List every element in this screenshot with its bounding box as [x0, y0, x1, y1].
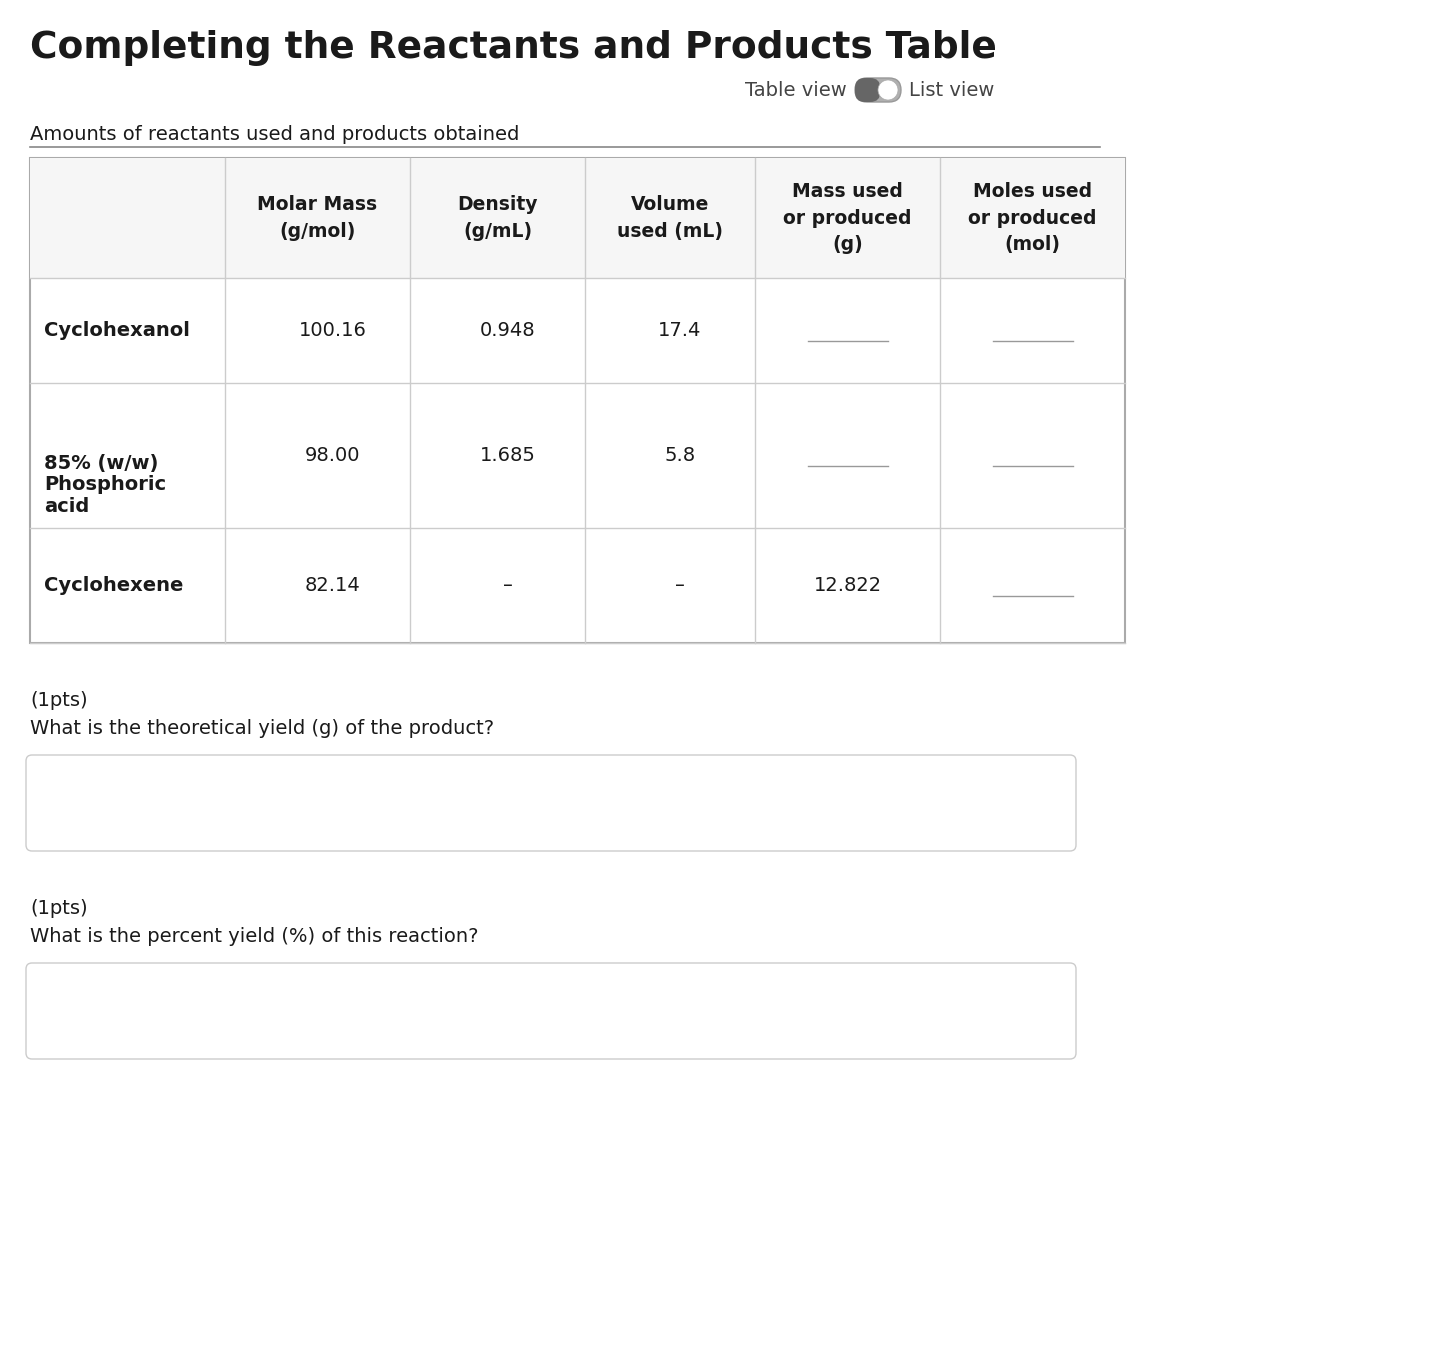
Circle shape: [878, 79, 898, 100]
Text: Table view: Table view: [745, 81, 846, 100]
Text: Phosphoric: Phosphoric: [44, 476, 166, 494]
Text: Molar Mass
(g/mol): Molar Mass (g/mol): [258, 196, 378, 241]
Text: Cyclohexene: Cyclohexene: [44, 576, 183, 595]
Text: Completing the Reactants and Products Table: Completing the Reactants and Products Ta…: [30, 30, 997, 66]
Text: 98.00: 98.00: [305, 446, 361, 465]
Text: 100.16: 100.16: [298, 321, 367, 341]
Text: 12.822: 12.822: [813, 576, 882, 595]
Text: (1pts): (1pts): [30, 691, 87, 710]
Text: 85% (w/w): 85% (w/w): [44, 454, 159, 473]
Text: –: –: [674, 576, 684, 595]
Text: What is the theoretical yield (g) of the product?: What is the theoretical yield (g) of the…: [30, 720, 494, 737]
Text: –: –: [503, 576, 513, 595]
Text: acid: acid: [44, 497, 89, 516]
Text: List view: List view: [909, 81, 994, 100]
Text: (1pts): (1pts): [30, 899, 87, 918]
Text: 82.14: 82.14: [305, 576, 361, 595]
Text: 17.4: 17.4: [659, 321, 702, 341]
Bar: [30, 157, 1126, 278]
Text: 0.948: 0.948: [480, 321, 536, 341]
Text: Mass used
or produced
(g): Mass used or produced (g): [783, 182, 912, 254]
Text: Moles used
or produced
(mol): Moles used or produced (mol): [968, 182, 1097, 254]
Text: Volume
used (mL): Volume used (mL): [617, 196, 723, 241]
Text: Cyclohexanol: Cyclohexanol: [44, 321, 190, 341]
FancyBboxPatch shape: [855, 78, 881, 103]
Bar: [30, 157, 1126, 643]
Text: 5.8: 5.8: [664, 446, 696, 465]
Text: 1.685: 1.685: [480, 446, 536, 465]
Text: What is the percent yield (%) of this reaction?: What is the percent yield (%) of this re…: [30, 928, 478, 947]
Text: Density
(g/mL): Density (g/mL): [457, 196, 538, 241]
FancyBboxPatch shape: [855, 78, 901, 103]
FancyBboxPatch shape: [26, 755, 1075, 851]
Text: Amounts of reactants used and products obtained: Amounts of reactants used and products o…: [30, 124, 520, 144]
FancyBboxPatch shape: [26, 963, 1075, 1059]
